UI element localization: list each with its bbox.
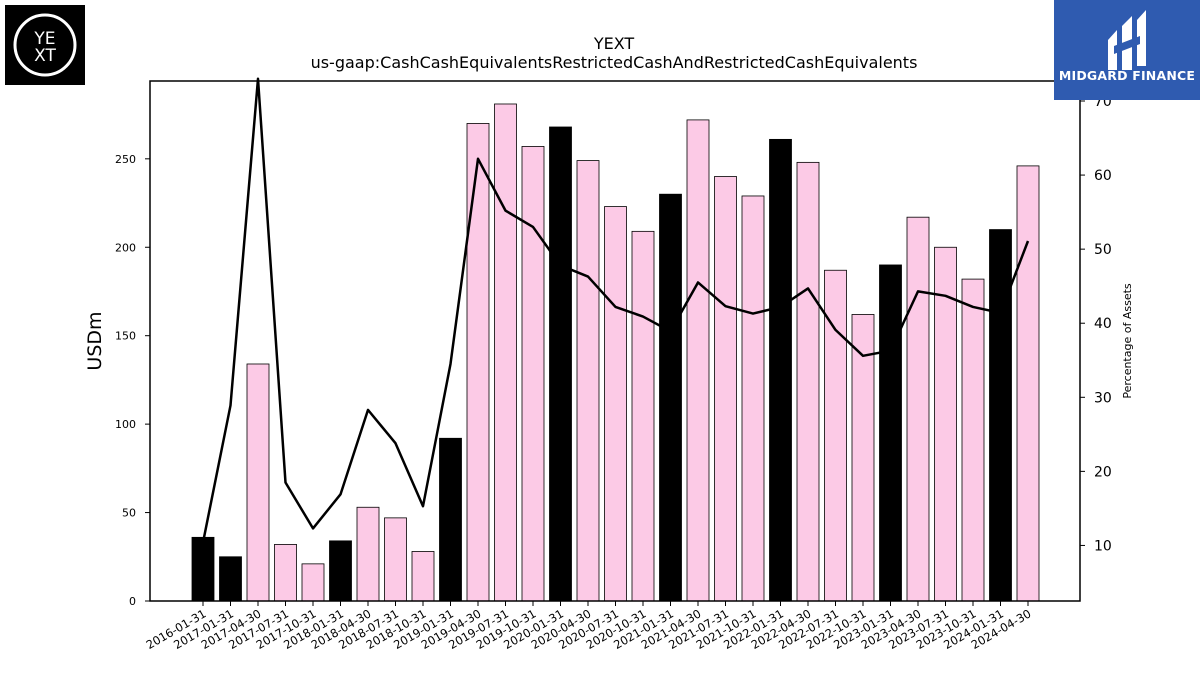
- y-axis-label: USDm: [84, 311, 106, 370]
- yext-logo-text-bottom: XT: [34, 46, 56, 66]
- bar: [961, 278, 985, 602]
- y-tick-label: 250: [115, 153, 136, 166]
- bar: [1016, 165, 1040, 602]
- bar: [301, 563, 325, 602]
- bar: [549, 126, 572, 602]
- yext-logo-text-top: YE: [33, 29, 55, 49]
- y-tick-label: 200: [115, 241, 136, 254]
- y-right-tick-label: 50: [1094, 242, 1112, 258]
- chart-title: YEXT: [593, 34, 635, 53]
- bar: [714, 176, 737, 602]
- y-right-tick-label: 60: [1094, 168, 1112, 184]
- midgard-mark-icon: [1108, 10, 1146, 70]
- bar: [246, 363, 270, 602]
- y-right-tick-label: 20: [1094, 464, 1112, 480]
- bar: [521, 146, 545, 602]
- bar: [604, 206, 627, 602]
- percentage-line: [201, 77, 1030, 543]
- bar: [384, 517, 407, 602]
- bar: [439, 437, 462, 602]
- bar: [191, 536, 215, 602]
- bar: [741, 195, 765, 602]
- yext-logo: YE XT: [5, 5, 85, 85]
- y-axis-label-right: Percentage of Assets: [1121, 283, 1134, 399]
- bar: [576, 160, 600, 602]
- bar: [989, 229, 1012, 602]
- bar: [631, 230, 655, 602]
- chart-subtitle: us-gaap:CashCashEquivalentsRestrictedCas…: [311, 53, 918, 72]
- bar: [274, 544, 297, 602]
- bar: [906, 216, 930, 602]
- y-right-tick-label: 40: [1094, 316, 1112, 332]
- bar: [329, 540, 352, 602]
- bar: [411, 551, 435, 602]
- bar: [494, 103, 517, 602]
- bar: [466, 123, 490, 602]
- bar: [659, 193, 682, 602]
- bar: [851, 314, 875, 602]
- bar: [219, 556, 242, 602]
- y-tick-label: 150: [115, 330, 136, 343]
- bar: [879, 264, 902, 602]
- bar: [934, 246, 957, 602]
- bar: [686, 119, 710, 602]
- bar: [769, 138, 792, 602]
- midgard-finance-text: MIDGARD FINANCE: [1058, 68, 1196, 83]
- y-right-tick-label: 30: [1094, 390, 1112, 406]
- y-tick-label: 50: [122, 507, 136, 520]
- midgard-finance-logo: MIDGARD FINANCE: [1054, 0, 1200, 100]
- y-tick-label: 100: [115, 418, 136, 431]
- y-tick-label: 0: [129, 595, 136, 608]
- bar: [356, 506, 380, 602]
- y-right-tick-label: 10: [1094, 538, 1112, 554]
- bar: [796, 161, 820, 602]
